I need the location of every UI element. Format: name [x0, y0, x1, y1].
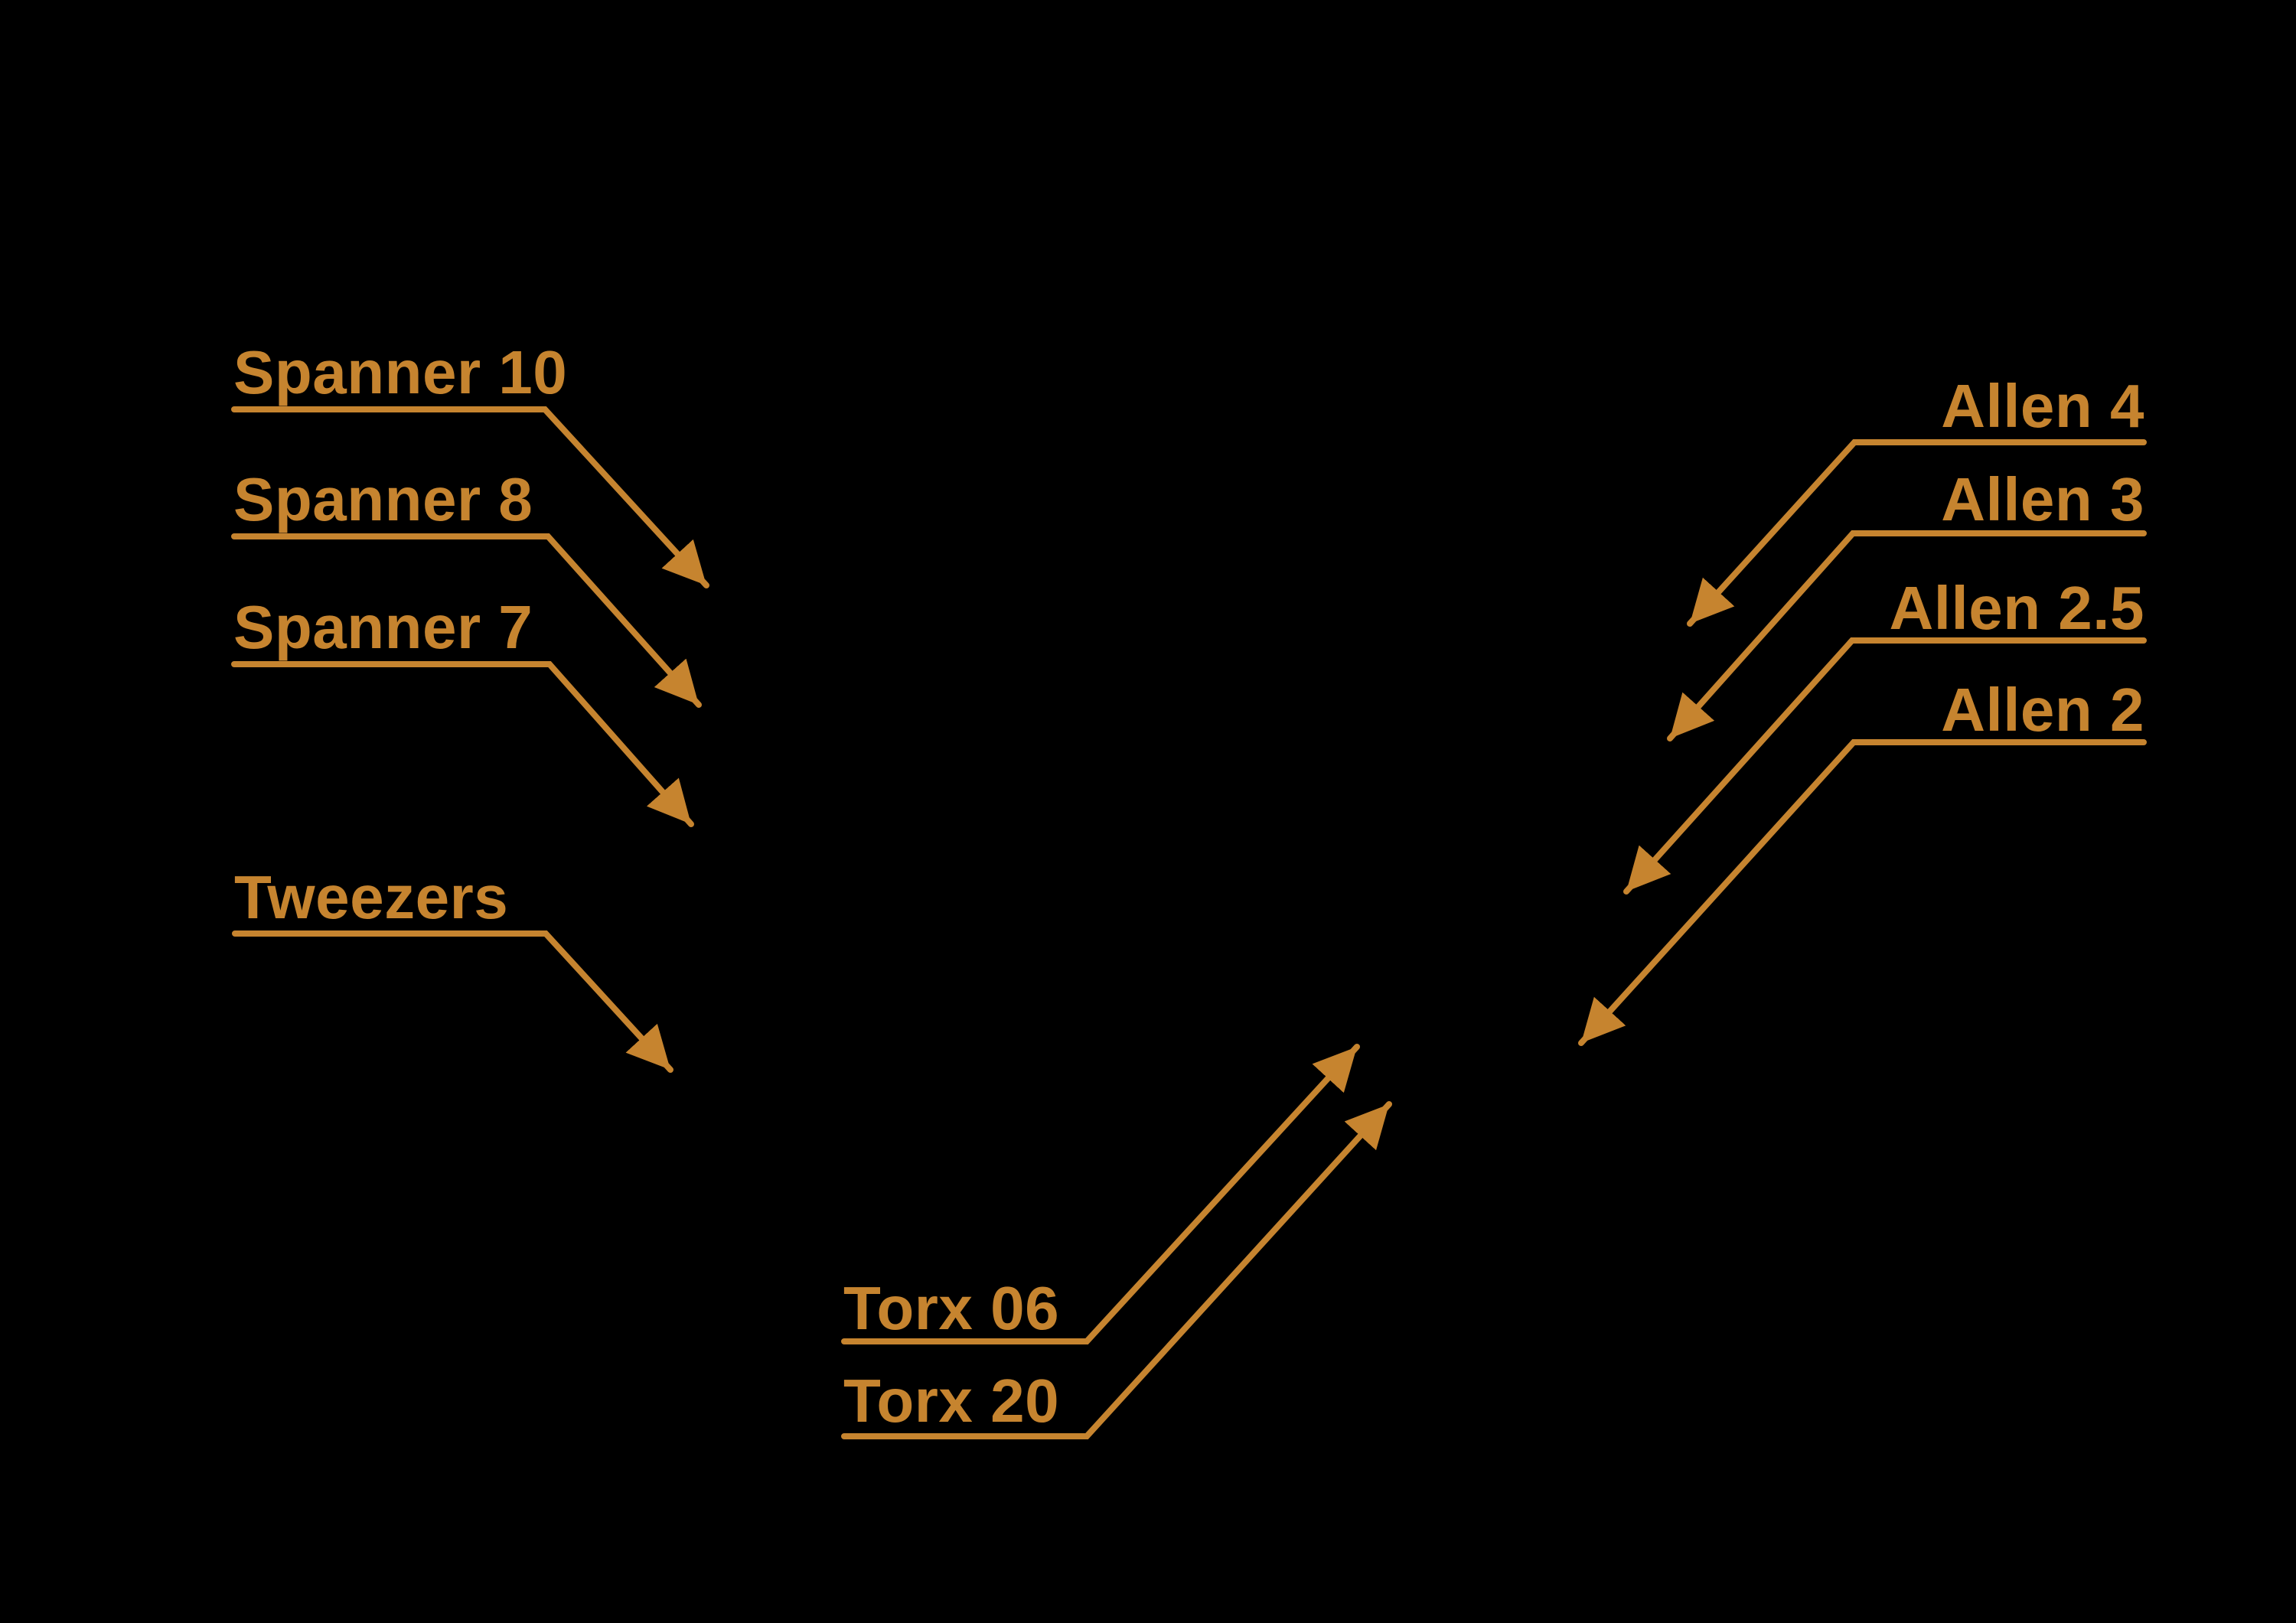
leader-allen-2	[1578, 739, 2147, 1046]
leader-tweezers	[232, 930, 673, 1073]
label-allen-2-5: Allen 2.5	[1889, 574, 2144, 642]
leader-lines	[231, 406, 2147, 1439]
leader-allen-2-5	[1623, 637, 2147, 895]
leader-torx-06	[841, 1044, 1360, 1344]
leader-allen-3	[1667, 530, 2147, 741]
leader-spanner-8	[231, 533, 702, 708]
label-torx-20: Torx 20	[843, 1367, 1059, 1435]
leader-allen-4	[1687, 439, 2147, 627]
leader-spanner-10	[231, 406, 709, 588]
label-allen-4: Allen 4	[1941, 372, 2144, 440]
label-allen-3: Allen 3	[1941, 465, 2144, 533]
label-torx-06: Torx 06	[843, 1274, 1059, 1342]
label-allen-2: Allen 2	[1941, 676, 2144, 744]
label-spanner-7: Spanner 7	[233, 593, 533, 661]
leader-spanner-7	[231, 661, 694, 827]
label-tweezers: Tweezers	[234, 863, 508, 931]
label-spanner-8: Spanner 8	[233, 465, 533, 533]
label-spanner-10: Spanner 10	[233, 338, 567, 406]
callout-labels: Spanner 10 Spanner 8 Spanner 7 Tweezers …	[233, 338, 2144, 1435]
leader-torx-20	[841, 1101, 1392, 1439]
